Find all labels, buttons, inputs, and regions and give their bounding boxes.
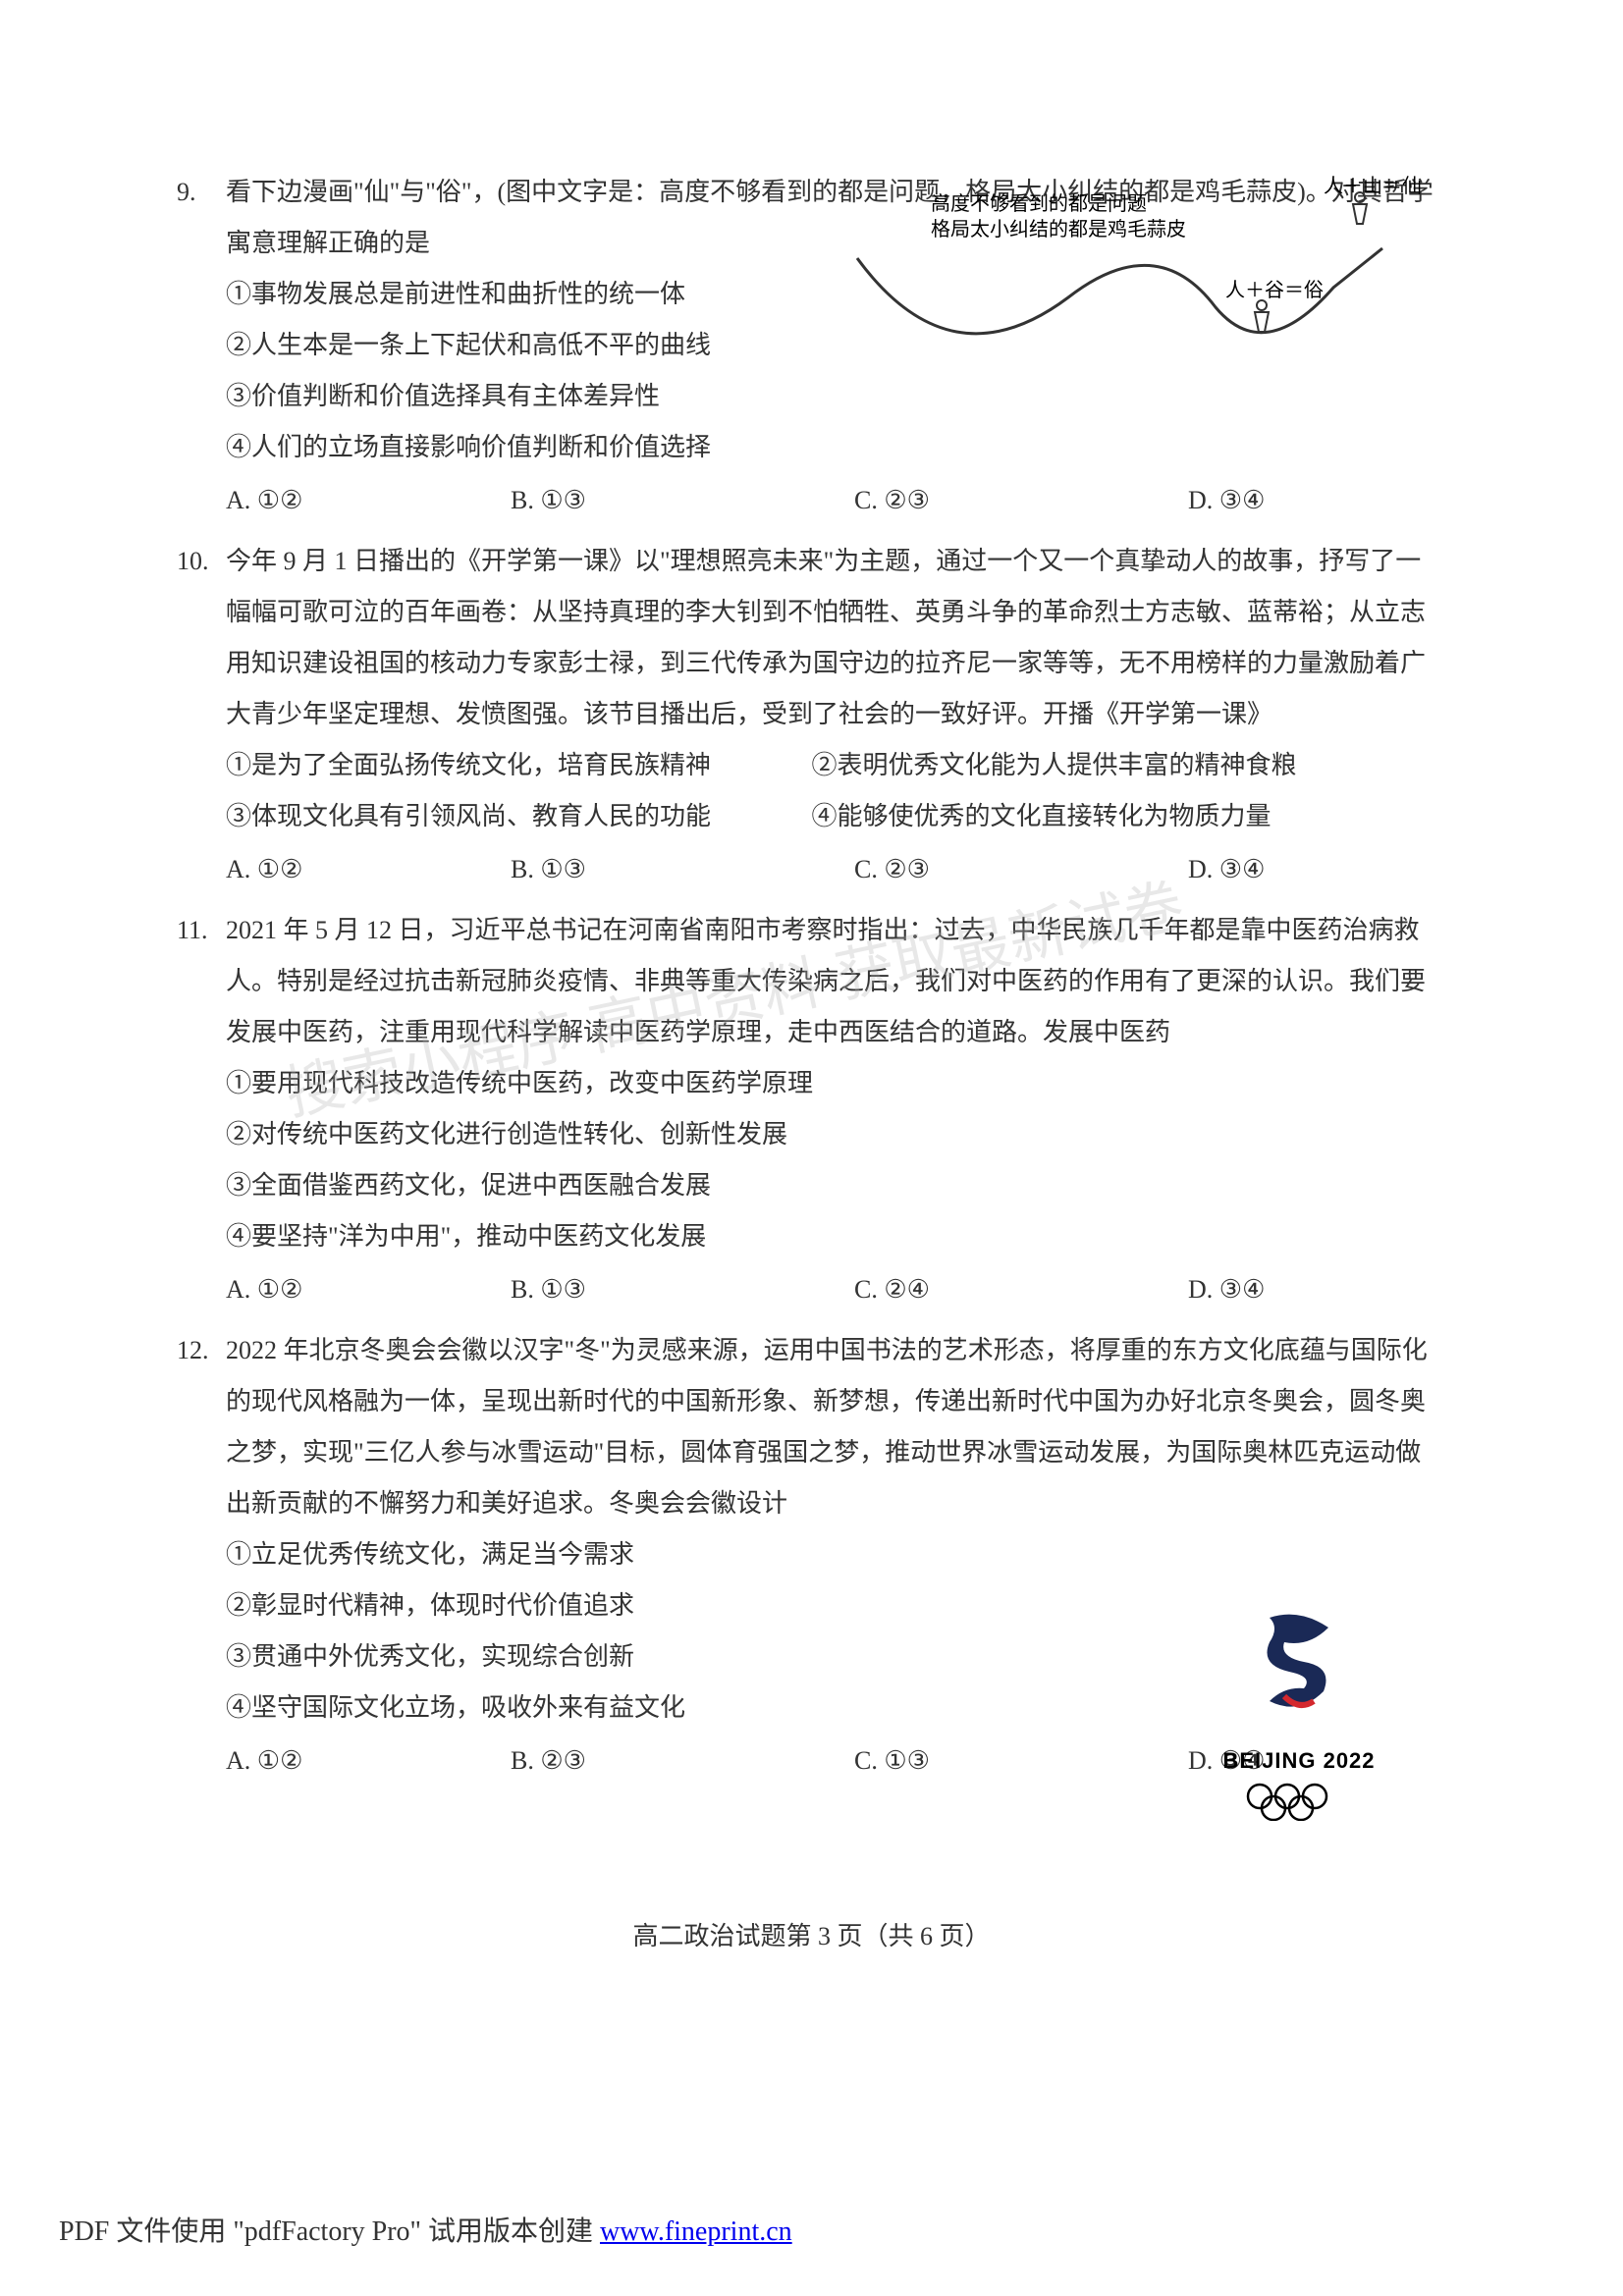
beijing-2022-text: BEIJING 2022 [1191,1748,1407,1774]
figure-mountain-icon [1345,189,1375,234]
cartoon-line2: 格局太小纠结的都是鸡毛蒜皮 [931,219,1186,240]
q9-options: A. ①② B. ①③ C. ②③ D. ③④ [177,475,1446,526]
cartoon-curve-icon [852,239,1392,356]
pdf-note-text: PDF 文件使用 "pdfFactory Pro" 试用版本创建 [59,2216,600,2247]
q11-opt-d: D. ③④ [1188,1264,1446,1315]
cartoon-caption: 高度不够看到的都是问题 格局太小纠结的都是鸡毛蒜皮 [931,191,1186,242]
q10-opt-a: A. ①② [226,844,511,895]
q11-opt-b: B. ①③ [511,1264,854,1315]
q11-stem: 2021 年 5 月 12 日，习近平总书记在河南省南阳市考察时指出：过去，中华… [226,905,1446,1058]
olympic-rings-icon [1240,1782,1358,1821]
q9-stmt-4: ④人们的立场直接影响价值判断和价值选择 [177,422,864,473]
q10-stem: 今年 9 月 1 日播出的《开学第一课》以"理想照亮未来"为主题，通过一个又一个… [226,536,1446,740]
q10-stmt-3: ③体现文化具有引领风尚、教育人民的功能 [177,791,812,842]
pdf-footer-note: PDF 文件使用 "pdfFactory Pro" 试用版本创建 www.fin… [59,2210,792,2249]
q9-stmt-2: ②人生本是一条上下起伏和高低不平的曲线 [177,320,864,371]
q11-opt-c: C. ②④ [854,1264,1188,1315]
q9-opt-c: C. ②③ [854,475,1188,526]
q10-options: A. ①② B. ①③ C. ②③ D. ③④ [177,844,1446,895]
cartoon-line1: 高度不够看到的都是问题 [931,193,1147,215]
figure-valley-icon [1247,297,1276,342]
beijing-2022-logo: BEIJING 2022 [1191,1598,1407,1826]
q11-number: 11. [177,905,226,956]
q9-opt-a: A. ①② [226,475,511,526]
q12-stem: 2022 年北京冬奥会会徽以汉字"冬"为灵感来源，运用中国书法的艺术形态，将厚重… [226,1325,1446,1529]
q10-number: 10. [177,536,226,587]
q10-stmt-1: ①是为了全面弘扬传统文化，培育民族精神 [177,740,812,791]
q9-stmt-1: ①事物发展总是前进性和曲折性的统一体 [177,269,864,320]
q10-opt-d: D. ③④ [1188,844,1446,895]
q10-stmt-2: ②表明优秀文化能为人提供丰富的精神食粮 [812,740,1447,791]
q12-opt-a: A. ①② [226,1735,511,1787]
q10-stmt-4: ④能够使优秀的文化直接转化为物质力量 [812,791,1447,842]
q12-stmt-1: ①立足优秀传统文化，满足当今需求 [177,1529,1446,1580]
q10-opt-c: C. ②③ [854,844,1188,895]
question-11: 11. 2021 年 5 月 12 日，习近平总书记在河南省南阳市考察时指出：过… [177,905,1446,1315]
q11-stmt-2: ②对传统中医药文化进行创造性转化、创新性发展 [177,1109,1446,1160]
q12-opt-c: C. ①③ [854,1735,1188,1787]
q10-opt-b: B. ①③ [511,844,854,895]
q9-opt-d: D. ③④ [1188,475,1446,526]
q9-number: 9. [177,167,226,218]
q11-stmt-1: ①要用现代科技改造传统中医药，改变中医药学原理 [177,1058,1446,1109]
cartoon-illustration: 高度不够看到的都是问题 格局太小纠结的都是鸡毛蒜皮 人＋山＝仙 人＋谷＝俗 [852,191,1392,358]
q11-options: A. ①② B. ①③ C. ②④ D. ③④ [177,1264,1446,1315]
page-footer: 高二政治试题第 3 页（共 6 页） [0,1916,1623,1952]
q11-stmt-4: ④要坚持"洋为中用"，推动中医药文化发展 [177,1211,1446,1262]
q9-stmt-3: ③价值判断和价值选择具有主体差异性 [177,371,864,422]
pdf-link[interactable]: www.fineprint.cn [600,2216,792,2247]
q9-opt-b: B. ①③ [511,475,854,526]
q11-stmt-3: ③全面借鉴西药文化，促进中西医融合发展 [177,1160,1446,1211]
q11-opt-a: A. ①② [226,1264,511,1315]
winter-olympics-emblem-icon [1230,1598,1368,1735]
q12-number: 12. [177,1325,226,1376]
question-10: 10. 今年 9 月 1 日播出的《开学第一课》以"理想照亮未来"为主题，通过一… [177,536,1446,895]
q12-opt-b: B. ②③ [511,1735,854,1787]
